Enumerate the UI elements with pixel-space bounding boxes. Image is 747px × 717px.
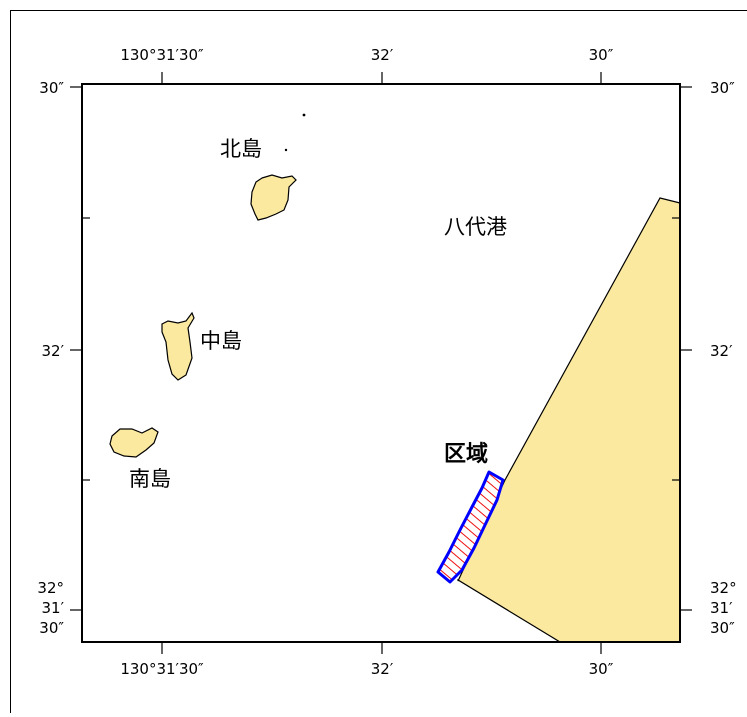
- left-axis-label: 32′: [42, 342, 65, 360]
- middle-island-label: 中島: [200, 329, 242, 353]
- top-axis-label: 30″: [589, 46, 614, 64]
- rock-mark: [285, 149, 287, 151]
- bottom-axis-label: 30″: [589, 660, 614, 678]
- port-label: 八代港: [444, 215, 507, 239]
- left-axis-label: 32°: [37, 579, 64, 597]
- right-axis-label: 32°: [710, 579, 737, 597]
- north-island: [251, 175, 296, 220]
- south-island: [110, 428, 158, 457]
- bottom-axis-label: 32′: [371, 660, 394, 678]
- right-axis-label: 30″: [710, 619, 735, 637]
- left-axis-label: 30″: [39, 619, 64, 637]
- right-axis-label: 32′: [710, 342, 733, 360]
- top-axis-label: 130°31′30″: [120, 46, 204, 64]
- south-island-label: 南島: [129, 467, 171, 491]
- top-axis-label: 32′: [371, 46, 394, 64]
- region-label: 区域: [444, 441, 488, 467]
- right-axis-label: 30″: [710, 79, 735, 97]
- port-land-area: [458, 198, 680, 642]
- bottom-axis-label: 130°31′30″: [120, 660, 204, 678]
- left-axis-label: 31′: [42, 599, 65, 617]
- middle-island: [162, 313, 194, 380]
- left-axis-label: 30″: [39, 79, 64, 97]
- north-island-label: 北島: [220, 137, 262, 161]
- rock-mark: [303, 114, 306, 117]
- right-axis-label: 31′: [710, 599, 733, 617]
